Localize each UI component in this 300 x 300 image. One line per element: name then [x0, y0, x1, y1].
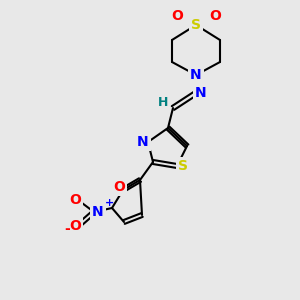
Text: +: + — [105, 198, 114, 208]
Text: H: H — [158, 97, 168, 110]
Text: O: O — [113, 180, 125, 194]
Text: N: N — [190, 68, 202, 82]
Text: N: N — [92, 205, 104, 219]
Text: O: O — [171, 9, 183, 23]
Text: S: S — [191, 18, 201, 32]
Text: S: S — [178, 159, 188, 173]
Text: O: O — [69, 193, 81, 207]
Text: O: O — [69, 219, 81, 233]
Text: O: O — [209, 9, 221, 23]
Text: -: - — [64, 222, 70, 236]
Text: N: N — [137, 135, 149, 149]
Text: N: N — [195, 86, 207, 100]
